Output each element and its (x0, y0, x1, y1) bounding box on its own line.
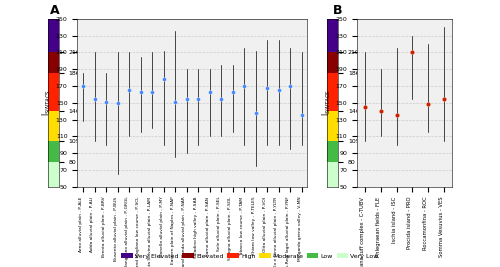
Legend: Very Elevated, Elevated, High, Moderate, Low, Very Low: Very Elevated, Elevated, High, Moderate,… (119, 250, 382, 261)
Text: B: B (334, 4, 343, 17)
Y-axis label: I$_{SINTACS}$: I$_{SINTACS}$ (40, 89, 53, 116)
Y-axis label: I$_{SINTACS}$: I$_{SINTACS}$ (320, 89, 332, 116)
Text: A: A (50, 4, 59, 17)
Y-axis label: Vulnerability Class: Vulnerability Class (364, 74, 369, 132)
